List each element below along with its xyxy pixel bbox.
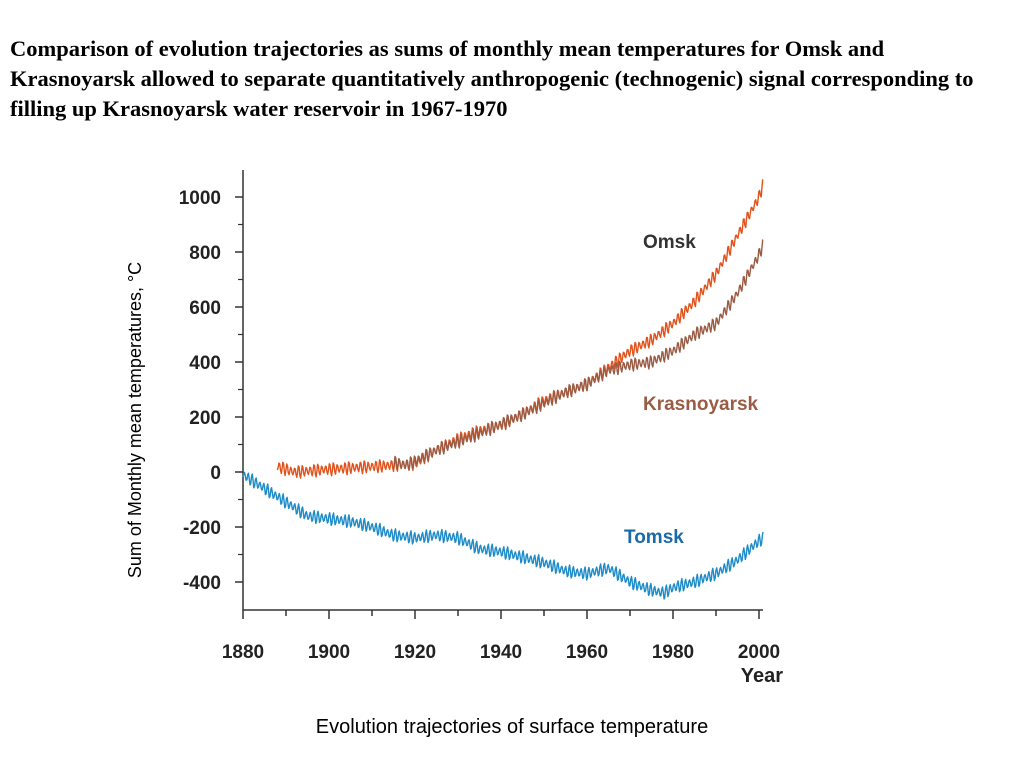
figure-caption: Evolution trajectories of surface temper… <box>315 716 709 738</box>
x-tick-label: 1940 <box>480 642 522 663</box>
x-tick-label: 1880 <box>222 642 264 663</box>
y-tick-label: 0 <box>210 463 221 484</box>
krasnoyarsk-series-line <box>392 239 764 471</box>
x-tick-label: 2000 <box>738 642 780 663</box>
y-tick-label: 1000 <box>179 188 221 209</box>
x-tick-label: 1960 <box>566 642 608 663</box>
tomsk-series-line <box>242 471 764 600</box>
x-tick-label: 1900 <box>308 642 350 663</box>
krasnoyarsk-series-label: Krasnoyarsk <box>643 394 759 415</box>
slide-heading: Comparison of evolution trajectories as … <box>10 36 974 121</box>
y-tick-label: -400 <box>183 573 221 594</box>
temperature-chart: -400 -200 0 200 400 600 800 1000 1880 1900 1920 194… <box>125 170 783 687</box>
tomsk-series-label: Tomsk <box>624 527 684 548</box>
y-tick-label: 600 <box>189 298 221 319</box>
omsk-series-label: Omsk <box>643 232 696 253</box>
axes: -400 -200 0 200 400 600 800 1000 1880 1900 1920 194… <box>179 170 780 663</box>
y-tick-label: -200 <box>183 518 221 539</box>
y-tick-label: 200 <box>189 408 221 429</box>
series-group <box>242 179 764 600</box>
x-axis-title: Year <box>741 665 783 687</box>
omsk-series-line <box>276 179 764 479</box>
y-tick-label: 400 <box>189 353 221 374</box>
x-tick-label: 1920 <box>394 642 436 663</box>
y-axis-title: Sum of Monthly mean temperatures, °C <box>125 262 145 578</box>
y-tick-label: 800 <box>189 243 221 264</box>
x-tick-label: 1980 <box>652 642 694 663</box>
